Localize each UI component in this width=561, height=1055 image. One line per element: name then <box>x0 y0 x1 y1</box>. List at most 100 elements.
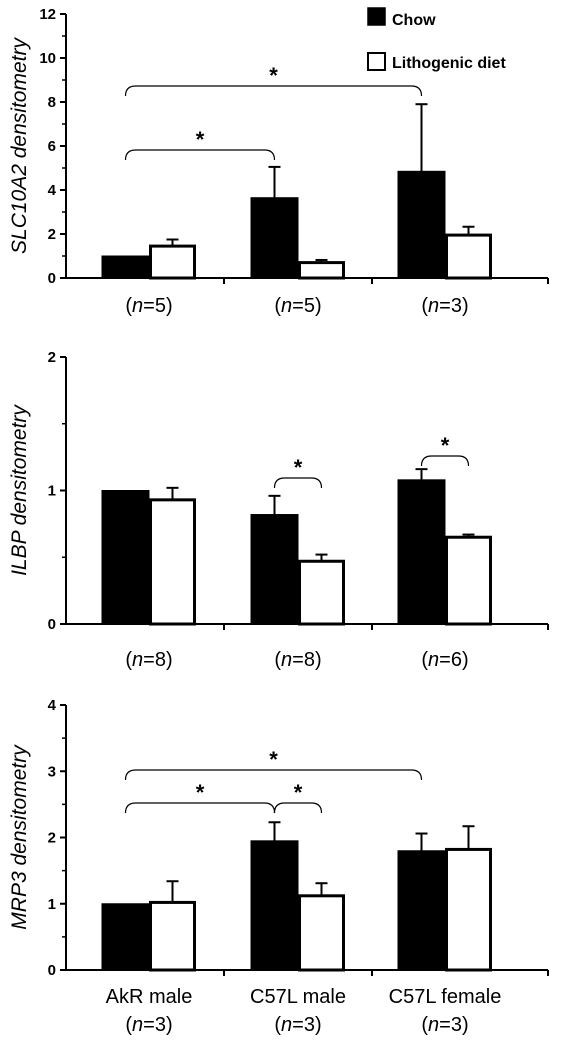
significance-star: * <box>269 63 278 88</box>
sample-size-part: =3) <box>292 1014 321 1036</box>
sample-size-part: ( <box>421 295 428 317</box>
bar-lithogenic-2 <box>298 261 345 280</box>
sample-size-part: =3) <box>439 1014 468 1036</box>
sample-size-part: =5) <box>292 295 321 317</box>
sample-size-label: (n=3) <box>421 1014 468 1036</box>
bar-chow-3 <box>397 170 446 279</box>
y-tick-label: 0 <box>48 270 56 287</box>
panel-3: 0 1 2 3 4 MRP3 densitometry * * * AkR male C57L ma… <box>8 697 549 1036</box>
significance-star: * <box>269 747 278 772</box>
bar-lithogenic-1 <box>149 900 196 972</box>
y-tick-label: 1 <box>48 896 56 913</box>
significance-bracket <box>273 477 323 489</box>
significance-bracket <box>124 802 276 814</box>
bar-lithogenic-1 <box>149 244 196 280</box>
sample-size-part: ( <box>421 649 428 671</box>
sample-size-part: n <box>428 1014 439 1036</box>
y-tick-label: 10 <box>39 50 56 67</box>
category-label: C57L female <box>389 986 502 1008</box>
sample-size-part: ( <box>125 295 132 317</box>
bar-lithogenic-2 <box>298 894 345 972</box>
bar-chow-2 <box>250 197 299 279</box>
sample-size-part: n <box>428 295 439 317</box>
sample-size-part: ( <box>421 1014 428 1036</box>
legend-label-lithogenic-diet: Lithogenic diet <box>392 55 506 72</box>
y-axis-label-part: SLC10A2 <box>8 164 31 254</box>
y-tick-label: 6 <box>48 138 56 155</box>
sample-size-part: ( <box>274 295 281 317</box>
sample-size-part: ( <box>274 649 281 671</box>
bar-chow-1 <box>101 490 150 625</box>
bar-chow-2 <box>250 514 299 625</box>
sample-size-part: n <box>132 295 143 317</box>
y-axis-label-part: MRP3 <box>8 871 31 930</box>
y-axis-label: ILBP densitometry <box>8 404 31 576</box>
sample-size-label: (n=8) <box>125 649 172 671</box>
significance-star: * <box>294 780 303 805</box>
significance-bracket <box>124 769 423 781</box>
y-tick-label: 2 <box>48 830 56 847</box>
sample-size-label: (n=8) <box>274 649 321 671</box>
y-tick-label: 4 <box>48 697 57 714</box>
bar-lithogenic-3 <box>445 535 492 626</box>
sample-size-label: (n=3) <box>274 1014 321 1036</box>
sample-size-label: (n=5) <box>274 295 321 317</box>
bar-lithogenic-1 <box>149 498 196 626</box>
y-axis-label: SLC10A2 densitometry <box>8 37 31 254</box>
y-tick-label: 1 <box>48 483 56 500</box>
sample-size-part: ( <box>274 1014 281 1036</box>
sample-size-label: (n=6) <box>421 649 468 671</box>
bar-lithogenic-3 <box>445 847 492 972</box>
significance-star: * <box>294 455 303 480</box>
y-tick-label: 0 <box>48 962 56 979</box>
bar-chow-1 <box>101 255 150 279</box>
y-tick-label: 2 <box>48 349 56 366</box>
category-label: AkR male <box>106 986 193 1008</box>
y-tick-label: 2 <box>48 226 56 243</box>
significance-bracket <box>124 85 423 97</box>
sample-size-part: n <box>281 295 292 317</box>
significance-star: * <box>196 780 205 805</box>
bar-chow-3 <box>397 850 446 971</box>
significance-bracket <box>273 802 323 814</box>
category-label: C57L male <box>250 986 346 1008</box>
y-tick-label: 4 <box>48 182 57 199</box>
sample-size-label: (n=3) <box>421 295 468 317</box>
legend-label-chow: Chow <box>392 12 436 29</box>
significance-bracket <box>124 149 276 161</box>
significance-bracket <box>420 455 470 467</box>
y-axis-label-part: densitometry <box>8 404 31 532</box>
sample-size-part: n <box>428 649 439 671</box>
bar-chow-2 <box>250 840 299 971</box>
y-axis-label-part: densitometry <box>8 37 31 165</box>
sample-size-part: n <box>132 649 143 671</box>
bar-lithogenic-2 <box>298 559 345 626</box>
sample-size-part: =6) <box>439 649 468 671</box>
legend-swatch-lithogenic-diet <box>367 52 386 71</box>
sample-size-part: =8) <box>143 649 172 671</box>
sample-size-part: =3) <box>439 295 468 317</box>
y-axis-label: MRP3 densitometry <box>8 744 31 930</box>
sample-size-label: (n=5) <box>125 295 172 317</box>
sample-size-label: (n=3) <box>125 1014 172 1036</box>
sample-size-part: =8) <box>292 649 321 671</box>
y-tick-label: 0 <box>48 616 56 633</box>
y-axis-label-part: densitometry <box>8 744 31 872</box>
sample-size-part: n <box>281 1014 292 1036</box>
sample-size-part: n <box>132 1014 143 1036</box>
bar-chow-1 <box>101 903 150 971</box>
sample-size-part: =3) <box>143 1014 172 1036</box>
y-tick-label: 12 <box>39 6 56 23</box>
y-axis-label-part: ILBP <box>8 530 31 576</box>
legend-swatch-chow <box>367 7 386 26</box>
y-tick-label: 3 <box>48 763 56 780</box>
y-tick-label: 8 <box>48 94 56 111</box>
sample-size-part: ( <box>125 1014 132 1036</box>
significance-star: * <box>196 127 205 152</box>
sample-size-part: n <box>281 649 292 671</box>
sample-size-part: =5) <box>143 295 172 317</box>
